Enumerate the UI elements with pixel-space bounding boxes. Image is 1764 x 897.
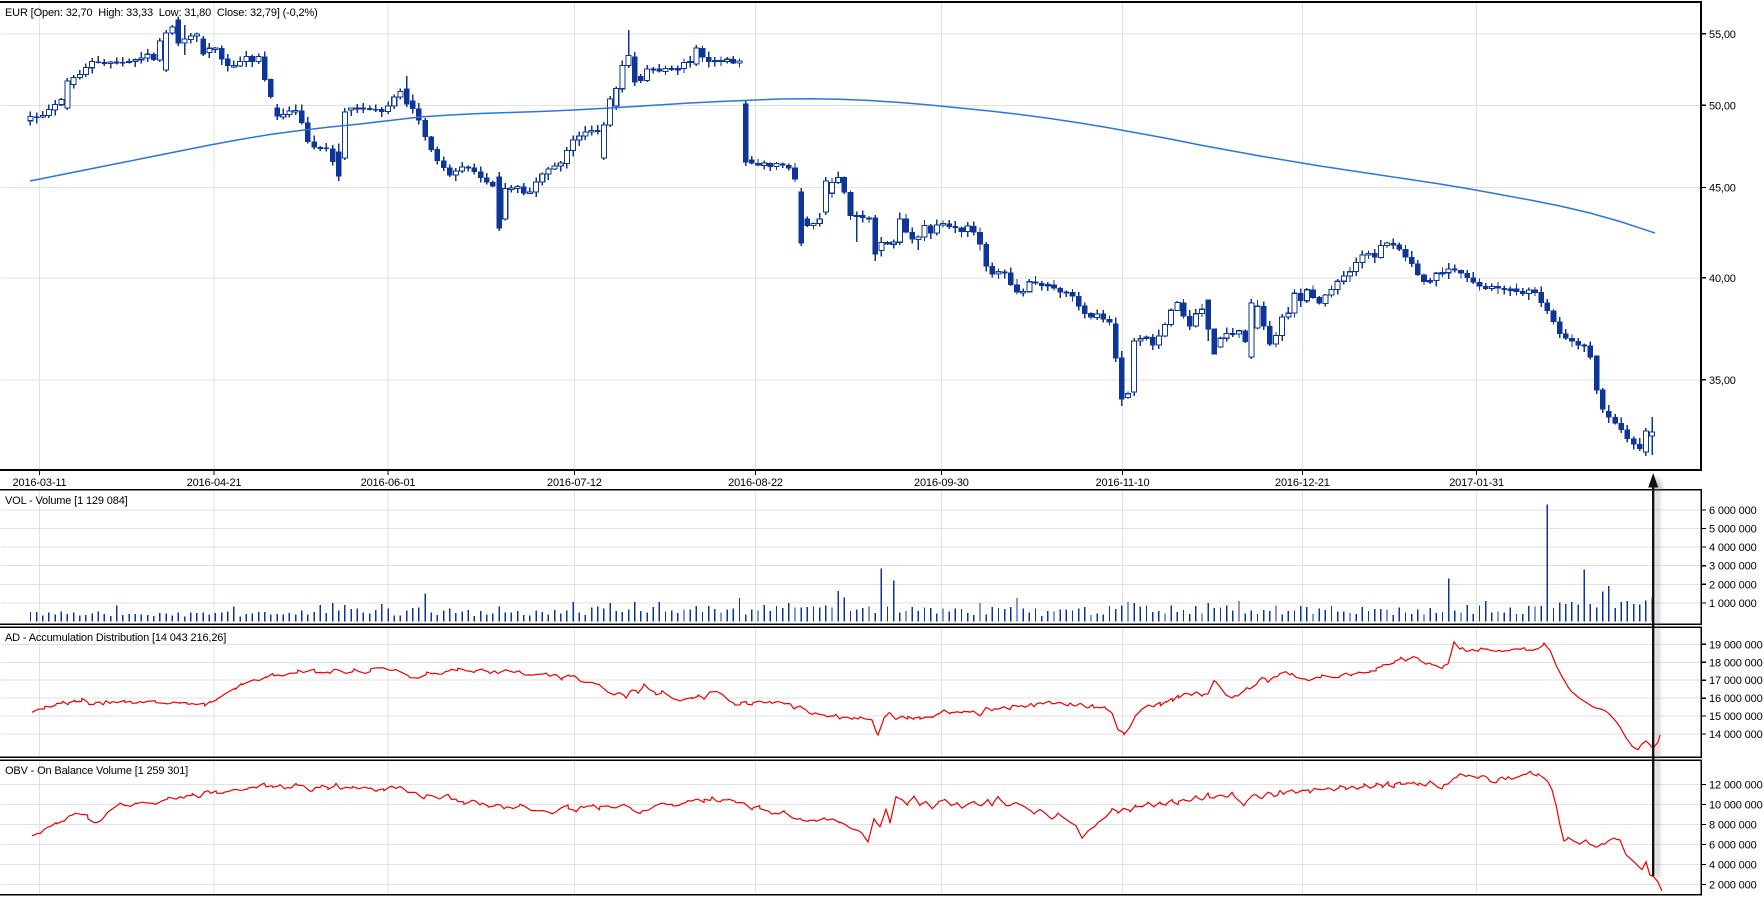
svg-text:2016-06-01: 2016-06-01 bbox=[361, 477, 416, 489]
svg-text:14 000 000: 14 000 000 bbox=[1709, 729, 1763, 741]
svg-text:2016-09-30: 2016-09-30 bbox=[914, 477, 969, 489]
svg-text:5 000 000: 5 000 000 bbox=[1709, 524, 1757, 536]
svg-text:4 000 000: 4 000 000 bbox=[1709, 542, 1757, 554]
svg-text:50,00: 50,00 bbox=[1709, 100, 1736, 112]
svg-text:2016-08-22: 2016-08-22 bbox=[728, 477, 783, 489]
svg-text:2017-01-31: 2017-01-31 bbox=[1449, 477, 1504, 489]
svg-text:45,00: 45,00 bbox=[1709, 182, 1736, 194]
svg-text:55,00: 55,00 bbox=[1709, 29, 1736, 41]
svg-text:2016-07-12: 2016-07-12 bbox=[547, 477, 602, 489]
svg-text:4 000 000: 4 000 000 bbox=[1709, 860, 1757, 872]
svg-text:1 000 000: 1 000 000 bbox=[1709, 598, 1757, 610]
svg-text:2016-12-21: 2016-12-21 bbox=[1275, 477, 1330, 489]
svg-text:2 000 000: 2 000 000 bbox=[1709, 880, 1757, 892]
svg-text:2 000 000: 2 000 000 bbox=[1709, 579, 1757, 591]
svg-text:17 000 000: 17 000 000 bbox=[1709, 675, 1763, 687]
svg-text:6 000 000: 6 000 000 bbox=[1709, 840, 1757, 852]
svg-text:EUR [Open: 32,70 High: 33,33: EUR [Open: 32,70 High: 33,33 Low: 31,80 … bbox=[5, 7, 318, 19]
svg-text:6 000 000: 6 000 000 bbox=[1709, 505, 1757, 517]
svg-text:8 000 000: 8 000 000 bbox=[1709, 820, 1757, 832]
svg-text:18 000 000: 18 000 000 bbox=[1709, 657, 1763, 669]
svg-text:3 000 000: 3 000 000 bbox=[1709, 561, 1757, 573]
svg-text:2016-03-11: 2016-03-11 bbox=[13, 477, 67, 489]
svg-text:19 000 000: 19 000 000 bbox=[1709, 639, 1763, 651]
svg-text:VOL - Volume [1 129 084]: VOL - Volume [1 129 084] bbox=[5, 495, 128, 507]
svg-text:AD - Accumulation Distribution: AD - Accumulation Distribution [14 043 2… bbox=[5, 632, 226, 644]
svg-text:OBV - On Balance Volume [1 259: OBV - On Balance Volume [1 259 301] bbox=[5, 765, 188, 777]
svg-text:10 000 000: 10 000 000 bbox=[1709, 800, 1763, 812]
svg-text:40,00: 40,00 bbox=[1709, 273, 1736, 285]
svg-text:15 000 000: 15 000 000 bbox=[1709, 711, 1763, 723]
svg-text:2016-04-21: 2016-04-21 bbox=[187, 477, 242, 489]
svg-text:12 000 000: 12 000 000 bbox=[1709, 780, 1763, 792]
svg-text:35,00: 35,00 bbox=[1709, 375, 1736, 387]
svg-text:2016-11-10: 2016-11-10 bbox=[1096, 477, 1150, 489]
svg-text:16 000 000: 16 000 000 bbox=[1709, 693, 1763, 705]
